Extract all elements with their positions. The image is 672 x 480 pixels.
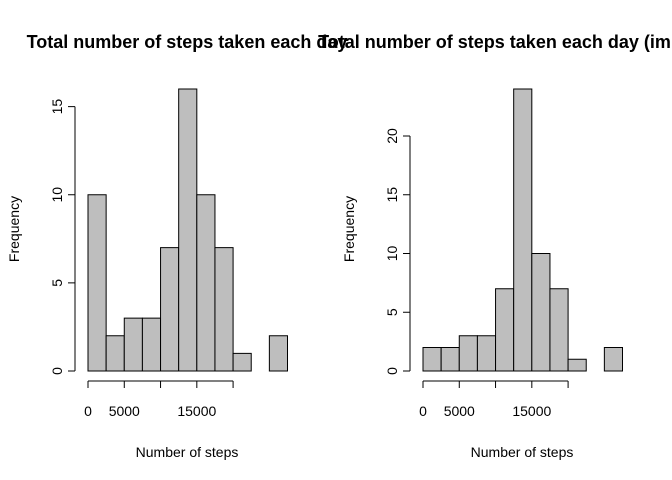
panel-2-x-tick-label-3: 15000 [512, 403, 551, 419]
panel-1-x-tick-label-1: 5000 [109, 403, 140, 419]
panel-2-y-tick-label-4: 20 [384, 128, 400, 144]
panel-2-bar-0 [422, 347, 442, 372]
panel-1-bar-2 [123, 317, 143, 372]
panel-2-bar-4 [495, 288, 515, 372]
panel-1-x-axis: 0 5000 15000 [84, 380, 234, 419]
panel-1-y-tick-label-2: 10 [49, 187, 65, 203]
panel-2-x-axis: 0 5000 15000 [419, 380, 569, 419]
panel-2-bar-7 [549, 288, 569, 372]
panel-2-bar-6 [531, 253, 551, 372]
panel-1-bar-6 [196, 194, 216, 372]
panel-2-x-tick-label-0: 0 [419, 403, 427, 419]
panel-2-bar-5 [513, 88, 533, 372]
panel-1-bars [87, 88, 288, 372]
panel-1-xlabel: Number of steps [136, 444, 239, 460]
panel-1-bar-0 [87, 194, 107, 372]
panel-1-y-tick-label-1: 5 [49, 279, 65, 287]
panel-1-ylabel: Frequency [6, 196, 22, 262]
panel-2-xlabel: Number of steps [471, 444, 574, 460]
panel-1-title: Total number of steps taken each day [27, 32, 348, 52]
panel-1-y-tick-label-3: 15 [49, 99, 65, 115]
panel-2-bar-3 [476, 335, 497, 372]
panel-1-bar-7 [214, 247, 234, 372]
panel-1-bar-1 [105, 335, 125, 372]
panel-2-bars [422, 88, 623, 372]
panel-1-x-tick-label-0: 0 [84, 403, 92, 419]
panel-2-title: Total number of steps taken each day (im… [318, 32, 672, 52]
panel-2-y-axis: 0 5 10 15 20 [384, 128, 411, 375]
panel-1-bar-3 [141, 317, 162, 372]
panel-1-bar-8 [232, 352, 252, 372]
panel-2-bar-2 [458, 335, 478, 372]
panel-2-y-tick-label-0: 0 [384, 367, 400, 375]
panel-2: 0 5 10 15 20 0 5000 15000 Number of steps Freq… [341, 88, 623, 460]
panel-1-x-tick-label-3: 15000 [177, 403, 216, 419]
panel-2-y-tick-label-2: 10 [384, 246, 400, 262]
panel-2-y-tick-label-1: 5 [384, 308, 400, 316]
panel-2-x-tick-label-1: 5000 [444, 403, 475, 419]
panel-1-y-tick-label-0: 0 [49, 367, 65, 375]
panel-1-bar-10 [268, 335, 288, 372]
panel-1-bar-5 [178, 88, 198, 372]
panel-1-y-axis: 0 5 10 15 [49, 99, 76, 375]
panel-2-y-tick-label-3: 15 [384, 187, 400, 203]
panel-2-bar-10 [603, 347, 623, 372]
panel-2-bar-1 [440, 347, 460, 372]
panel-2-ylabel: Frequency [341, 196, 357, 262]
panel-2-bar-8 [567, 358, 587, 372]
panel-1-bar-4 [160, 247, 180, 372]
panel-1: 0 5 10 15 0 5000 15000 Number of steps Freque… [6, 88, 288, 460]
